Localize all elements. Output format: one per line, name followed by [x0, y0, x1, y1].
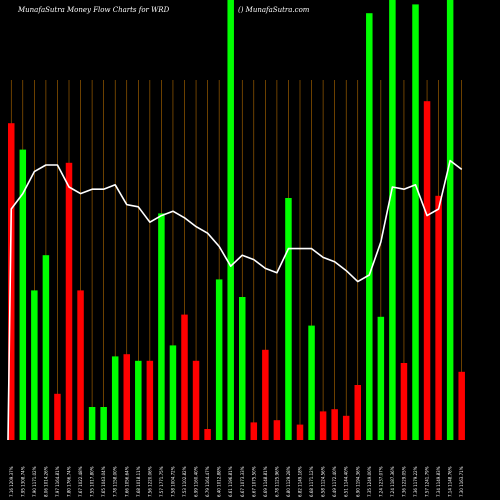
x-tick-label: 7.58 1004.72% [170, 466, 175, 497]
x-tick-label: 7.80 1766.74% [67, 466, 72, 497]
money-flow-bar [8, 123, 15, 440]
x-tick-label: 7.16 1209.37% [9, 466, 14, 497]
x-tick-label: 6.69 1148.81% [263, 466, 268, 497]
money-flow-bar [308, 325, 315, 440]
x-tick-label: 7.55 1017.80% [90, 466, 95, 497]
x-tick-label: 6.90 1194.36% [355, 466, 360, 497]
x-tick-label: 6.82 1149.18% [298, 466, 303, 497]
x-tick-label: 7.34 1149.83% [436, 466, 441, 497]
money-flow-bar [354, 385, 361, 440]
price-line [7, 159, 463, 441]
x-tick-label: 7.36 1229.05% [401, 466, 406, 497]
x-tick-label: 6.68 1171.12% [309, 466, 314, 497]
money-flow-bar [65, 162, 73, 441]
money-flow-bar [331, 409, 338, 440]
money-flow-bar [435, 195, 442, 440]
x-tick-label: 7.66 1056.64% [124, 466, 129, 497]
x-tick-label: 7.53 1102.82% [182, 466, 187, 497]
money-flow-bar [169, 345, 177, 440]
money-flow-bar [342, 415, 350, 440]
money-flow-bar [239, 297, 246, 440]
money-flow-bar [400, 363, 408, 440]
x-tick-label: 7.67 1022.48% [78, 466, 83, 497]
money-flow-bar [377, 316, 385, 440]
x-tick-label: 7.24 1187.36% [390, 466, 395, 497]
money-flow-bar [181, 314, 188, 440]
money-flow-bar [446, 0, 454, 440]
money-flow-bar [158, 213, 165, 440]
x-tick-label: 7.68 1018.11% [136, 466, 141, 497]
x-tick-label: 6.51 1144.40% [344, 466, 349, 497]
x-tick-label: 6.67 1075.50% [251, 466, 256, 497]
x-tick-label: 7.97 1164.81% [55, 466, 60, 497]
money-flow-bar [227, 0, 234, 440]
x-tick-label: 7.95 1308.74% [20, 466, 25, 497]
x-tick-label: 7.56 1220.06% [147, 466, 152, 497]
money-flow-bar [54, 393, 61, 440]
money-flow-bar [458, 371, 465, 440]
x-tick-label: 7.30 1163.71% [459, 466, 464, 497]
x-tick-label: 6.40 1012.88% [217, 466, 222, 497]
money-flow-bar [273, 420, 281, 440]
money-flow-bar [123, 354, 130, 440]
money-flow-bar [19, 149, 27, 440]
chart-title: MunafaSutra Money Flow Charts for WRD [18, 6, 170, 14]
money-flow-bar [88, 407, 96, 440]
money-flow-bar [296, 424, 304, 440]
money-flow-bar [319, 411, 327, 440]
money-flow-bar [77, 290, 84, 440]
money-flow-bar [111, 356, 119, 440]
x-tick-label: 7.65 1043.04% [101, 466, 106, 497]
money-flow-bar [389, 0, 396, 440]
x-tick-label: 6.58 1124.56% [321, 466, 326, 497]
site-credit: () MunafaSutra.com [238, 6, 310, 14]
x-tick-label: 6.99 1160.40% [194, 466, 199, 497]
money-flow-bar [262, 349, 269, 440]
x-tick-label: 7.35 1249.00% [367, 466, 372, 497]
x-tick-label: 7.57 1771.75% [159, 466, 164, 497]
money-flow-bar [204, 429, 211, 440]
x-tick-label: 7.57 1241.79% [425, 466, 430, 497]
money-flow-bar [215, 279, 223, 440]
x-tick-label: 6.79 1164.47% [205, 466, 210, 497]
money-flow-bar [366, 13, 373, 440]
x-tick-label: 6.80 1129.28% [286, 466, 291, 497]
x-tick-label: 7.14 1148.76% [448, 466, 453, 497]
money-flow-bar [31, 290, 38, 440]
x-tick-label: 6.49 1172.40% [332, 466, 337, 497]
x-tick-label: 7.36 1179.22% [413, 466, 418, 497]
x-tick-label: 8.06 1014.26% [43, 466, 48, 497]
x-tick-label: 7.90 1171.02% [32, 466, 37, 497]
money-flow-bar [412, 4, 419, 441]
money-flow-bar [192, 360, 200, 440]
money-flow-bar [423, 101, 431, 440]
money-flow-bar [146, 360, 154, 440]
money-flow-bar [250, 422, 258, 440]
x-tick-label: 7.24 1237.07% [378, 466, 383, 497]
money-flow-bar [100, 407, 107, 440]
money-flow-bar [42, 255, 50, 440]
money-flow-bar [135, 360, 142, 440]
money-flow-bar [285, 198, 292, 440]
x-tick-label: 6.61 1196.81% [228, 466, 233, 497]
x-tick-label: 6.67 1073.33% [240, 466, 245, 497]
x-tick-label: 7.78 1158.00% [113, 466, 118, 497]
x-tick-label: 6.78 1125.96% [274, 466, 279, 497]
